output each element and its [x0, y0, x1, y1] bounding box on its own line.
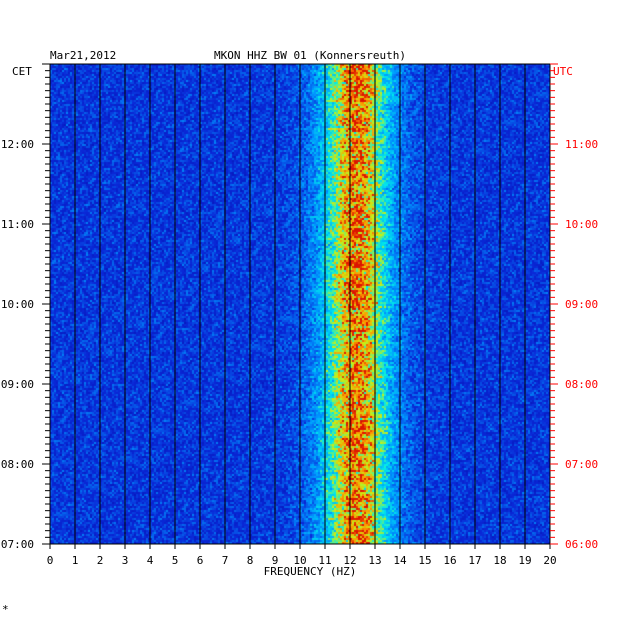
- y-tick-label-right: 07:00: [565, 458, 598, 471]
- y-tick-label-left: 10:00: [1, 298, 34, 311]
- y-tick-label-left: 11:00: [1, 218, 34, 231]
- left-timezone-label: CET: [12, 65, 32, 78]
- x-tick-label: 20: [543, 554, 556, 567]
- x-tick-label: 1: [72, 554, 79, 567]
- x-axis: 0 1 2 3 4 5 6 7 8 9 10 11 12 13 14 15 16 17 18 19 20: [47, 544, 557, 567]
- x-tick-label: 10: [293, 554, 306, 567]
- x-tick-label: 7: [222, 554, 229, 567]
- y-tick-label-left: 12:00: [1, 138, 34, 151]
- x-tick-label: 13: [368, 554, 381, 567]
- x-tick-label: 0: [47, 554, 54, 567]
- right-timezone-label: UTC: [553, 65, 573, 78]
- x-tick-label: 16: [443, 554, 456, 567]
- x-tick-label: 12: [343, 554, 356, 567]
- x-tick-label: 11: [318, 554, 331, 567]
- y-tick-label-right: 08:00: [565, 378, 598, 391]
- x-tick-label: 14: [393, 554, 407, 567]
- y-tick-label-right: 11:00: [565, 138, 598, 151]
- y-axis-right: 06:00 07:00 08:00 09:00 10:00 11:00: [550, 63, 598, 551]
- y-tick-label-right: 06:00: [565, 538, 598, 551]
- y-tick-label-left: 08:00: [1, 458, 34, 471]
- chart-title: MKON HHZ BW 01 (Konnersreuth): [214, 49, 406, 62]
- y-tick-label-right: 09:00: [565, 298, 598, 311]
- x-tick-label: 19: [518, 554, 531, 567]
- spectrogram-plot: [49, 63, 551, 545]
- x-axis-label: FREQUENCY (HZ): [264, 565, 357, 578]
- x-tick-label: 5: [172, 554, 179, 567]
- y-axis-left: 07:00 08:00 09:00 10:00 11:00 12:00: [1, 63, 50, 551]
- footer-mark: *: [2, 603, 9, 616]
- y-tick-label-right: 10:00: [565, 218, 598, 231]
- x-tick-label: 3: [122, 554, 129, 567]
- x-tick-label: 17: [468, 554, 481, 567]
- x-tick-label: 9: [272, 554, 279, 567]
- x-tick-label: 2: [97, 554, 104, 567]
- x-tick-label: 6: [197, 554, 204, 567]
- x-tick-label: 8: [247, 554, 254, 567]
- x-tick-label: 18: [493, 554, 506, 567]
- y-tick-label-left: 07:00: [1, 538, 34, 551]
- y-tick-label-left: 09:00: [1, 378, 34, 391]
- x-tick-label: 4: [147, 554, 154, 567]
- x-tick-label: 15: [418, 554, 431, 567]
- date-label: Mar21,2012: [50, 49, 116, 62]
